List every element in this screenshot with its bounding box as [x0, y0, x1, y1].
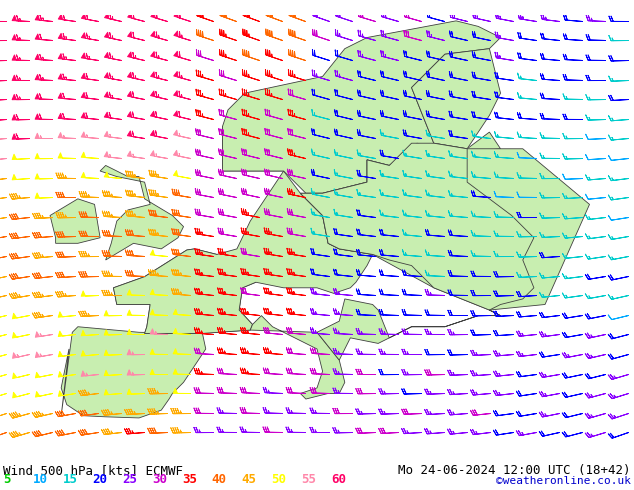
- Text: Mo 24-06-2024 12:00 UTC (18+42): Mo 24-06-2024 12:00 UTC (18+42): [398, 464, 631, 477]
- Text: 60: 60: [331, 472, 346, 486]
- Text: Wind 500 hPa [kts] ECMWF: Wind 500 hPa [kts] ECMWF: [3, 464, 183, 477]
- Text: 35: 35: [182, 472, 197, 486]
- Text: 10: 10: [33, 472, 48, 486]
- Text: 45: 45: [242, 472, 257, 486]
- Polygon shape: [223, 116, 283, 171]
- Polygon shape: [113, 249, 256, 333]
- Text: 25: 25: [122, 472, 138, 486]
- Text: ©weatheronline.co.uk: ©weatheronline.co.uk: [496, 476, 631, 486]
- Text: 15: 15: [63, 472, 78, 486]
- Text: 50: 50: [271, 472, 287, 486]
- Text: 55: 55: [301, 472, 316, 486]
- Text: 30: 30: [152, 472, 167, 486]
- Polygon shape: [301, 143, 534, 360]
- Polygon shape: [61, 327, 206, 418]
- Polygon shape: [100, 166, 183, 260]
- Polygon shape: [301, 143, 590, 310]
- Text: 20: 20: [93, 472, 108, 486]
- Polygon shape: [250, 316, 345, 399]
- Text: 40: 40: [212, 472, 227, 486]
- Polygon shape: [113, 171, 373, 333]
- Polygon shape: [411, 49, 500, 149]
- Polygon shape: [50, 199, 100, 244]
- Polygon shape: [223, 21, 500, 193]
- Text: 5: 5: [3, 472, 11, 486]
